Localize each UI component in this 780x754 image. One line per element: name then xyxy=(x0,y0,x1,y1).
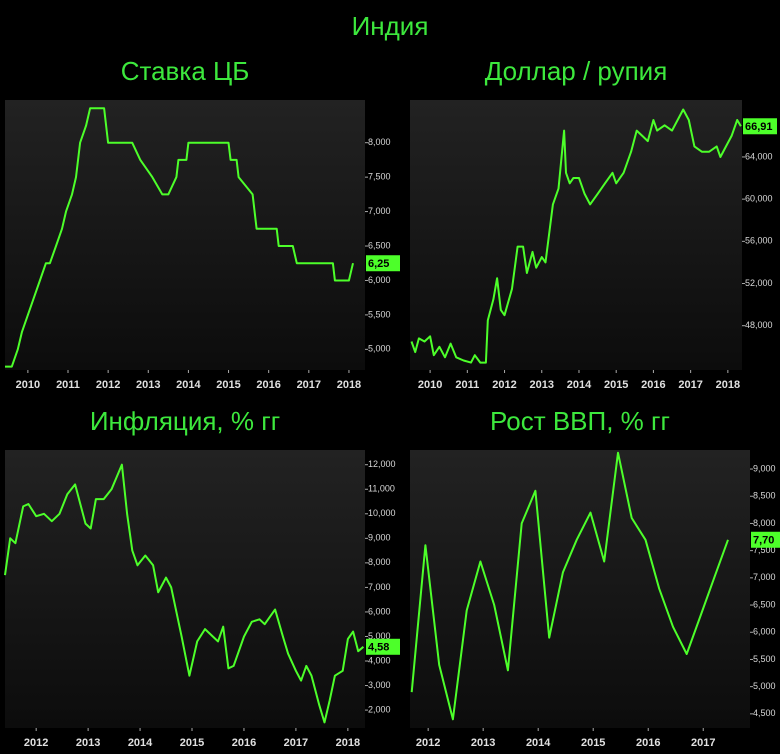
y-tick-label: 8,000 xyxy=(368,557,391,567)
y-tick-label: 60,000 xyxy=(745,194,773,204)
y-tick-label: 6,000 xyxy=(368,606,391,616)
x-tick-label: 2016 xyxy=(641,379,665,391)
chart-title: Рост ВВП, % гг xyxy=(490,406,670,436)
x-tick-label: 2010 xyxy=(16,379,40,391)
x-tick-label: 2016 xyxy=(256,379,280,391)
y-tick-label: 6,000 xyxy=(753,627,776,637)
current-value-box xyxy=(751,531,780,548)
chart-title: Ставка ЦБ xyxy=(121,56,250,86)
x-tick-label: 2012 xyxy=(96,379,120,391)
x-tick-label: 2017 xyxy=(284,737,308,749)
plot-area xyxy=(410,450,750,728)
y-tick-label: 48,000 xyxy=(745,320,773,330)
x-tick-label: 2013 xyxy=(471,737,495,749)
x-tick-label: 2010 xyxy=(418,379,442,391)
x-tick-label: 2015 xyxy=(216,379,240,391)
x-tick-label: 2013 xyxy=(76,737,100,749)
y-tick-label: 8,500 xyxy=(753,491,776,501)
y-tick-label: 6,500 xyxy=(753,599,776,609)
y-tick-label: 5,500 xyxy=(753,654,776,664)
x-tick-label: 2012 xyxy=(416,737,440,749)
current-value-label: 4,58 xyxy=(368,642,389,654)
x-tick-label: 2013 xyxy=(530,379,554,391)
x-tick-label: 2017 xyxy=(678,379,702,391)
x-tick-label: 2018 xyxy=(336,737,360,749)
y-tick-label: 52,000 xyxy=(745,278,773,288)
y-tick-label: 6,500 xyxy=(368,240,391,250)
y-tick-label: 2,000 xyxy=(368,704,391,714)
x-tick-label: 2017 xyxy=(297,379,321,391)
current-value-box xyxy=(743,118,777,135)
chart-title: Доллар / рупия xyxy=(485,56,668,86)
x-tick-label: 2015 xyxy=(180,737,204,749)
y-tick-label: 8,000 xyxy=(753,518,776,528)
line-series xyxy=(4,463,365,724)
current-value-label: 7,70 xyxy=(753,535,774,547)
y-tick-label: 7,000 xyxy=(368,582,391,592)
x-tick-label: 2014 xyxy=(128,737,153,749)
x-tick-label: 2014 xyxy=(526,737,551,749)
line-series xyxy=(410,108,742,364)
y-tick-label: 5,000 xyxy=(368,344,391,354)
y-tick-label: 5,500 xyxy=(368,309,391,319)
x-tick-label: 2013 xyxy=(136,379,160,391)
current-value-box xyxy=(366,638,400,655)
chart-title: Инфляция, % гг xyxy=(90,406,280,436)
y-tick-label: 6,000 xyxy=(368,275,391,285)
x-tick-label: 2014 xyxy=(567,379,592,391)
y-tick-label: 11,000 xyxy=(368,484,395,494)
x-tick-label: 2018 xyxy=(716,379,740,391)
y-tick-label: 12,000 xyxy=(368,459,396,469)
x-tick-label: 2015 xyxy=(604,379,628,391)
y-tick-label: 4,500 xyxy=(753,708,776,718)
y-tick-label: 7,500 xyxy=(368,172,391,182)
y-tick-label: 56,000 xyxy=(745,236,773,246)
y-tick-label: 64,000 xyxy=(745,151,773,161)
y-tick-label: 7,000 xyxy=(753,572,776,582)
x-tick-label: 2017 xyxy=(691,737,715,749)
page-title: Индия xyxy=(352,11,429,41)
current-value-label: 66,91 xyxy=(745,121,773,133)
y-tick-label: 3,000 xyxy=(368,680,391,690)
current-value-box xyxy=(366,255,400,272)
y-tick-label: 8,000 xyxy=(368,137,391,147)
line-series xyxy=(5,107,354,368)
x-tick-label: 2015 xyxy=(581,737,605,749)
plot-area xyxy=(410,100,742,370)
x-tick-label: 2011 xyxy=(455,379,479,391)
x-tick-label: 2016 xyxy=(636,737,660,749)
plot-area xyxy=(5,450,365,728)
x-tick-label: 2011 xyxy=(56,379,80,391)
y-tick-label: 7,500 xyxy=(753,545,776,555)
plot-area xyxy=(5,100,365,370)
line-series xyxy=(410,451,729,721)
y-tick-label: 4,000 xyxy=(368,655,391,665)
x-tick-label: 2012 xyxy=(492,379,516,391)
y-tick-label: 9,000 xyxy=(753,463,776,473)
y-tick-label: 7,000 xyxy=(368,206,391,216)
y-tick-label: 10,000 xyxy=(368,508,396,518)
x-tick-label: 2018 xyxy=(337,379,361,391)
y-tick-label: 9,000 xyxy=(368,533,391,543)
y-tick-label: 5,000 xyxy=(753,681,776,691)
y-tick-label: 5,000 xyxy=(368,631,391,641)
current-value-label: 6,25 xyxy=(368,258,389,270)
x-tick-label: 2016 xyxy=(232,737,256,749)
x-tick-label: 2014 xyxy=(176,379,201,391)
x-tick-label: 2012 xyxy=(24,737,48,749)
